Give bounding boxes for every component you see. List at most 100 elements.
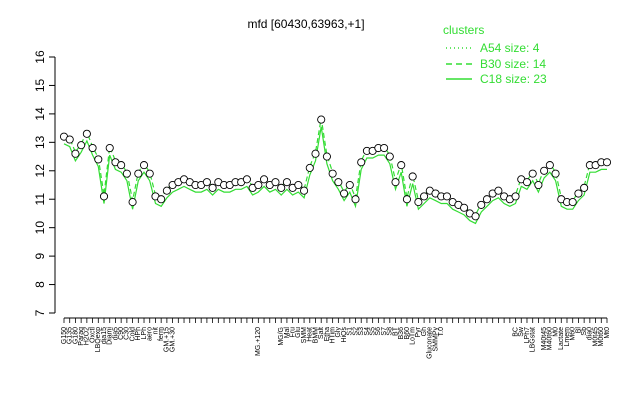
x-tick-label: MG.+120 xyxy=(255,327,262,356)
data-point xyxy=(105,143,114,153)
data-point xyxy=(317,115,326,124)
data-point xyxy=(77,141,86,150)
data-point xyxy=(477,200,486,209)
data-point xyxy=(511,192,520,201)
x-tick-label: M0 xyxy=(552,327,559,337)
series-line-dashed xyxy=(63,118,607,216)
x-tick-label: HTim xyxy=(329,327,336,344)
y-tick-label: 9 xyxy=(33,252,47,259)
x-tick-label: C30 xyxy=(124,327,131,340)
data-point xyxy=(522,178,532,187)
data-point xyxy=(311,149,320,158)
data-point xyxy=(71,149,80,158)
y-tick-label: 14 xyxy=(33,107,47,121)
data-point xyxy=(65,135,74,144)
x-tick-label: BMM xyxy=(312,327,319,344)
data-point xyxy=(540,166,549,175)
y-tick-label: 16 xyxy=(33,50,47,64)
legend-label: B30 size: 14 xyxy=(480,57,546,71)
x-tick-label: Gluconate xyxy=(427,327,434,359)
data-point xyxy=(380,143,389,153)
data-point xyxy=(482,195,492,204)
y-tick-label: 8 xyxy=(33,281,47,288)
data-point xyxy=(340,189,349,198)
y-tick-label: 11 xyxy=(33,193,47,206)
x-tick-label: T.0 xyxy=(438,327,445,336)
x-tick-label: Lactate xyxy=(558,327,565,350)
data-point xyxy=(277,183,286,192)
legend-entry-dotted: A54 size: 4 xyxy=(446,41,540,55)
data-point xyxy=(471,212,480,221)
x-tick-label: Bl xyxy=(575,327,582,334)
data-point xyxy=(128,198,137,207)
data-point xyxy=(322,152,331,161)
data-point xyxy=(117,161,126,170)
x-tick-label: Mt0 xyxy=(604,327,611,339)
x-tick-label: Heat xyxy=(307,327,314,342)
y-tick-label: 10 xyxy=(33,221,47,235)
x-tick-label: G180 xyxy=(72,327,79,344)
data-point xyxy=(157,195,166,204)
x-tick-label: LPh xyxy=(141,327,148,340)
x-tick-label: dia0 xyxy=(587,327,594,340)
x-tick-label: S1 xyxy=(347,327,354,336)
legend-entry-dashed: B30 size: 14 xyxy=(446,57,546,71)
data-point xyxy=(208,183,217,192)
x-tick-label: MG/G xyxy=(278,327,285,346)
x-tick-label: G135 xyxy=(67,327,74,344)
x-tick-label: Fru xyxy=(289,327,296,338)
x-tick-label: Lmem xyxy=(564,327,571,347)
data-point xyxy=(551,169,560,178)
x-tick-label: Pyr xyxy=(415,326,422,337)
x-tick-label: Gly xyxy=(335,327,342,338)
data-point xyxy=(357,158,366,167)
x-tick-label: Paraq xyxy=(78,327,85,346)
x-tick-label: Mal xyxy=(284,327,291,339)
x-tick-label: aero xyxy=(147,327,154,341)
x-tick-label: B60 xyxy=(404,327,411,340)
x-tick-label: ferm xyxy=(158,327,165,341)
x-tick-label: LBOexp xyxy=(95,327,102,352)
data-point xyxy=(568,198,577,207)
chart-title: mfd [60430,63963,+1] xyxy=(247,17,364,31)
x-tick-label: S5 xyxy=(369,327,376,336)
x-tick-label: Glu xyxy=(295,327,302,338)
x-tick-label: Oxctl xyxy=(89,327,96,343)
x-tick-label: Etha xyxy=(324,327,331,342)
x-tick-label: S7 xyxy=(381,327,388,336)
data-point xyxy=(254,180,263,190)
y-tick-label: 15 xyxy=(33,78,47,92)
data-point xyxy=(574,189,583,198)
x-tick-label: LoTm xyxy=(410,327,417,345)
legend-title: clusters xyxy=(443,23,484,37)
data-point xyxy=(494,186,503,195)
x-tick-label: C90 xyxy=(118,327,125,340)
x-tick-label: Sw xyxy=(518,326,525,337)
data-point xyxy=(294,180,303,190)
y-tick-label: 12 xyxy=(33,164,47,178)
x-tick-label: Salt xyxy=(318,327,325,339)
x-tick-label: M0t45 xyxy=(592,327,599,347)
x-tick-label: M60 xyxy=(570,327,577,341)
x-tick-label: S8 xyxy=(387,327,394,336)
data-point xyxy=(602,158,612,167)
x-axis: G150G135G180ParaqH2O2OxctlLBOexpdia15Dia… xyxy=(61,317,611,359)
x-tick-label: Gh xyxy=(421,327,428,336)
data-point xyxy=(402,195,411,204)
x-tick-label: BT xyxy=(392,326,399,336)
data-point xyxy=(414,198,423,207)
data-point xyxy=(460,203,469,212)
x-tick-label: SMMPy xyxy=(432,327,439,352)
data-point xyxy=(528,169,537,178)
x-tick-label: M0t60 xyxy=(598,327,605,347)
x-tick-label: nit xyxy=(152,327,159,334)
x-tick-label: H2O2 xyxy=(84,327,91,345)
x-tick-label: M40t45 xyxy=(541,327,548,350)
data-point xyxy=(420,192,429,201)
data-point xyxy=(282,178,291,187)
legend-label: A54 size: 4 xyxy=(480,41,540,55)
data-point xyxy=(271,178,280,187)
x-tick-label: S2 xyxy=(352,327,359,336)
data-point xyxy=(88,143,97,153)
legend-entry-solid: C18 size: 23 xyxy=(446,72,547,86)
